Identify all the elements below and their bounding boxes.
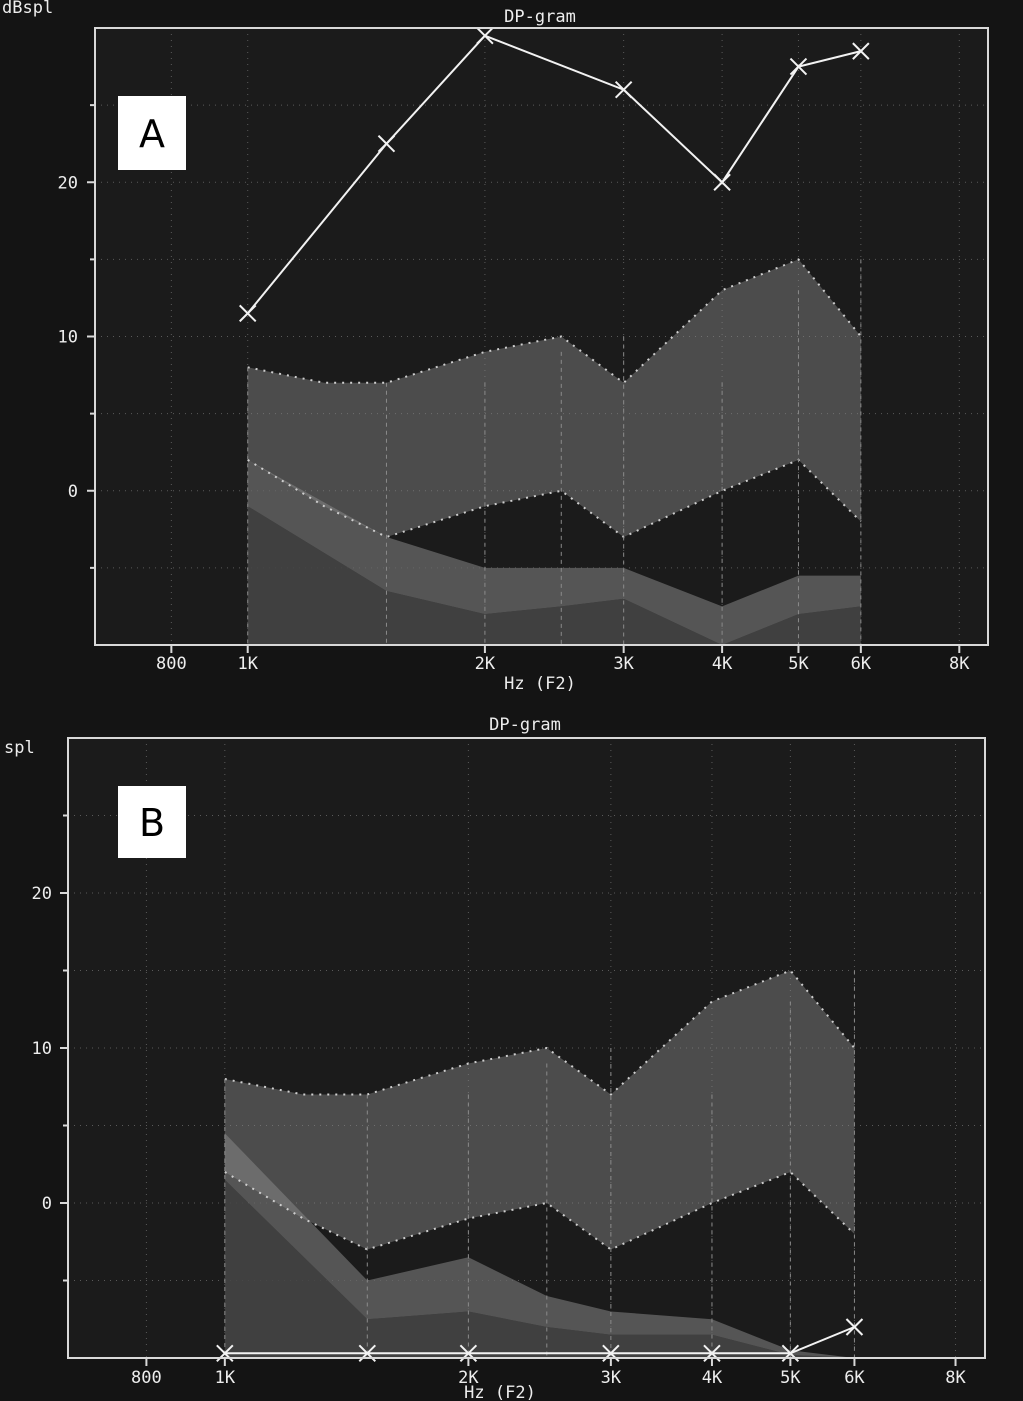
x-tick-label: 8K xyxy=(949,654,970,674)
data-point-marker-b xyxy=(239,304,257,323)
y-tick-label: 10 xyxy=(32,1039,52,1059)
panel-label-box-b xyxy=(118,786,186,858)
y-tick-label: 0 xyxy=(68,482,78,502)
x-tick-label: 4K xyxy=(702,1368,723,1388)
x-tick-label: 800 xyxy=(156,654,187,674)
noise-floor-area xyxy=(224,1179,855,1358)
norm-band-edge-high xyxy=(224,969,856,1096)
panel-label-box-a xyxy=(118,96,186,170)
x-tick-label: 5K xyxy=(788,654,809,674)
chart-panel-b: 800 1K 2K 3K 4K 5K 6K 8K 20 10 0 DP-gram spl Hz (… xyxy=(4,715,986,1401)
x-tick-label: 1K xyxy=(237,654,258,674)
norm-band-edge-high xyxy=(247,258,862,385)
data-point xyxy=(713,173,731,191)
x-tick-label: 3K xyxy=(601,1368,622,1388)
x-ticks-a: 800 1K 2K 3K 4K 5K 6K 8K xyxy=(156,645,970,674)
y-axis-label-b: spl xyxy=(4,738,35,758)
x-tick-label: 5K xyxy=(780,1368,801,1388)
y-tick-label: 0 xyxy=(42,1194,52,1214)
data-point-marker-b xyxy=(852,42,870,60)
data-point-marker-b xyxy=(377,134,396,153)
norm-band-edge-low xyxy=(247,458,862,539)
x-tick-label: 2K xyxy=(475,654,496,674)
data-point-marker-b xyxy=(845,1318,864,1336)
y-tick-label: 20 xyxy=(32,884,52,904)
x-tick-label: 1K xyxy=(215,1368,236,1388)
data-point xyxy=(852,42,870,60)
norm-bands-b xyxy=(224,969,856,1358)
data-point xyxy=(377,134,396,153)
x-tick-label: 4K xyxy=(712,654,733,674)
x-tick-label: 6K xyxy=(844,1368,865,1388)
noise-floor-area xyxy=(247,506,861,645)
y-tick-label: 20 xyxy=(58,173,78,193)
x-axis-label-a: Hz (F2) xyxy=(504,674,576,694)
data-point xyxy=(476,27,494,45)
plot-area-b xyxy=(68,738,985,1358)
x-tick-label: 3K xyxy=(613,654,634,674)
data-point-marker-b xyxy=(713,173,731,191)
data-point-marker-b xyxy=(476,27,494,45)
x-tick-label: 6K xyxy=(851,654,872,674)
data-point-marker-b xyxy=(789,57,808,76)
norm-bands-a xyxy=(247,258,862,645)
data-point-marker-b xyxy=(614,80,633,99)
data-point xyxy=(789,57,808,76)
y-ticks-b: 20 10 0 xyxy=(32,814,68,1282)
y-axis-label-a: dBspl xyxy=(2,0,53,18)
y-tick-label: 10 xyxy=(58,328,78,348)
chart-title-b: DP-gram xyxy=(489,715,561,735)
chart-title-a: DP-gram xyxy=(504,7,576,27)
y-ticks-a: 20 10 0 xyxy=(58,104,95,569)
data-point xyxy=(614,80,633,99)
x-tick-label: 2K xyxy=(458,1368,479,1388)
x-tick-label: 8K xyxy=(945,1368,966,1388)
data-point xyxy=(239,304,257,323)
data-point xyxy=(845,1318,864,1336)
norm-upper-band xyxy=(247,259,861,537)
x-tick-label: 800 xyxy=(131,1368,162,1388)
norm-upper-band xyxy=(224,970,855,1250)
panel-label-b: B xyxy=(139,801,165,845)
dp-curve-a xyxy=(239,27,870,323)
x-ticks-b: 800 1K 2K 3K 4K 5K 6K 8K xyxy=(131,1358,967,1388)
x-axis-label-b: Hz (F2) xyxy=(464,1383,536,1401)
norm-lower-band xyxy=(224,1133,855,1358)
chart-panel-a: 800 1K 2K 3K 4K 5K 6K 8K 20 10 0 DP-gram dBspl Hz… xyxy=(2,0,989,694)
panel-label-a: A xyxy=(139,112,165,156)
norm-lower-band xyxy=(247,459,861,645)
